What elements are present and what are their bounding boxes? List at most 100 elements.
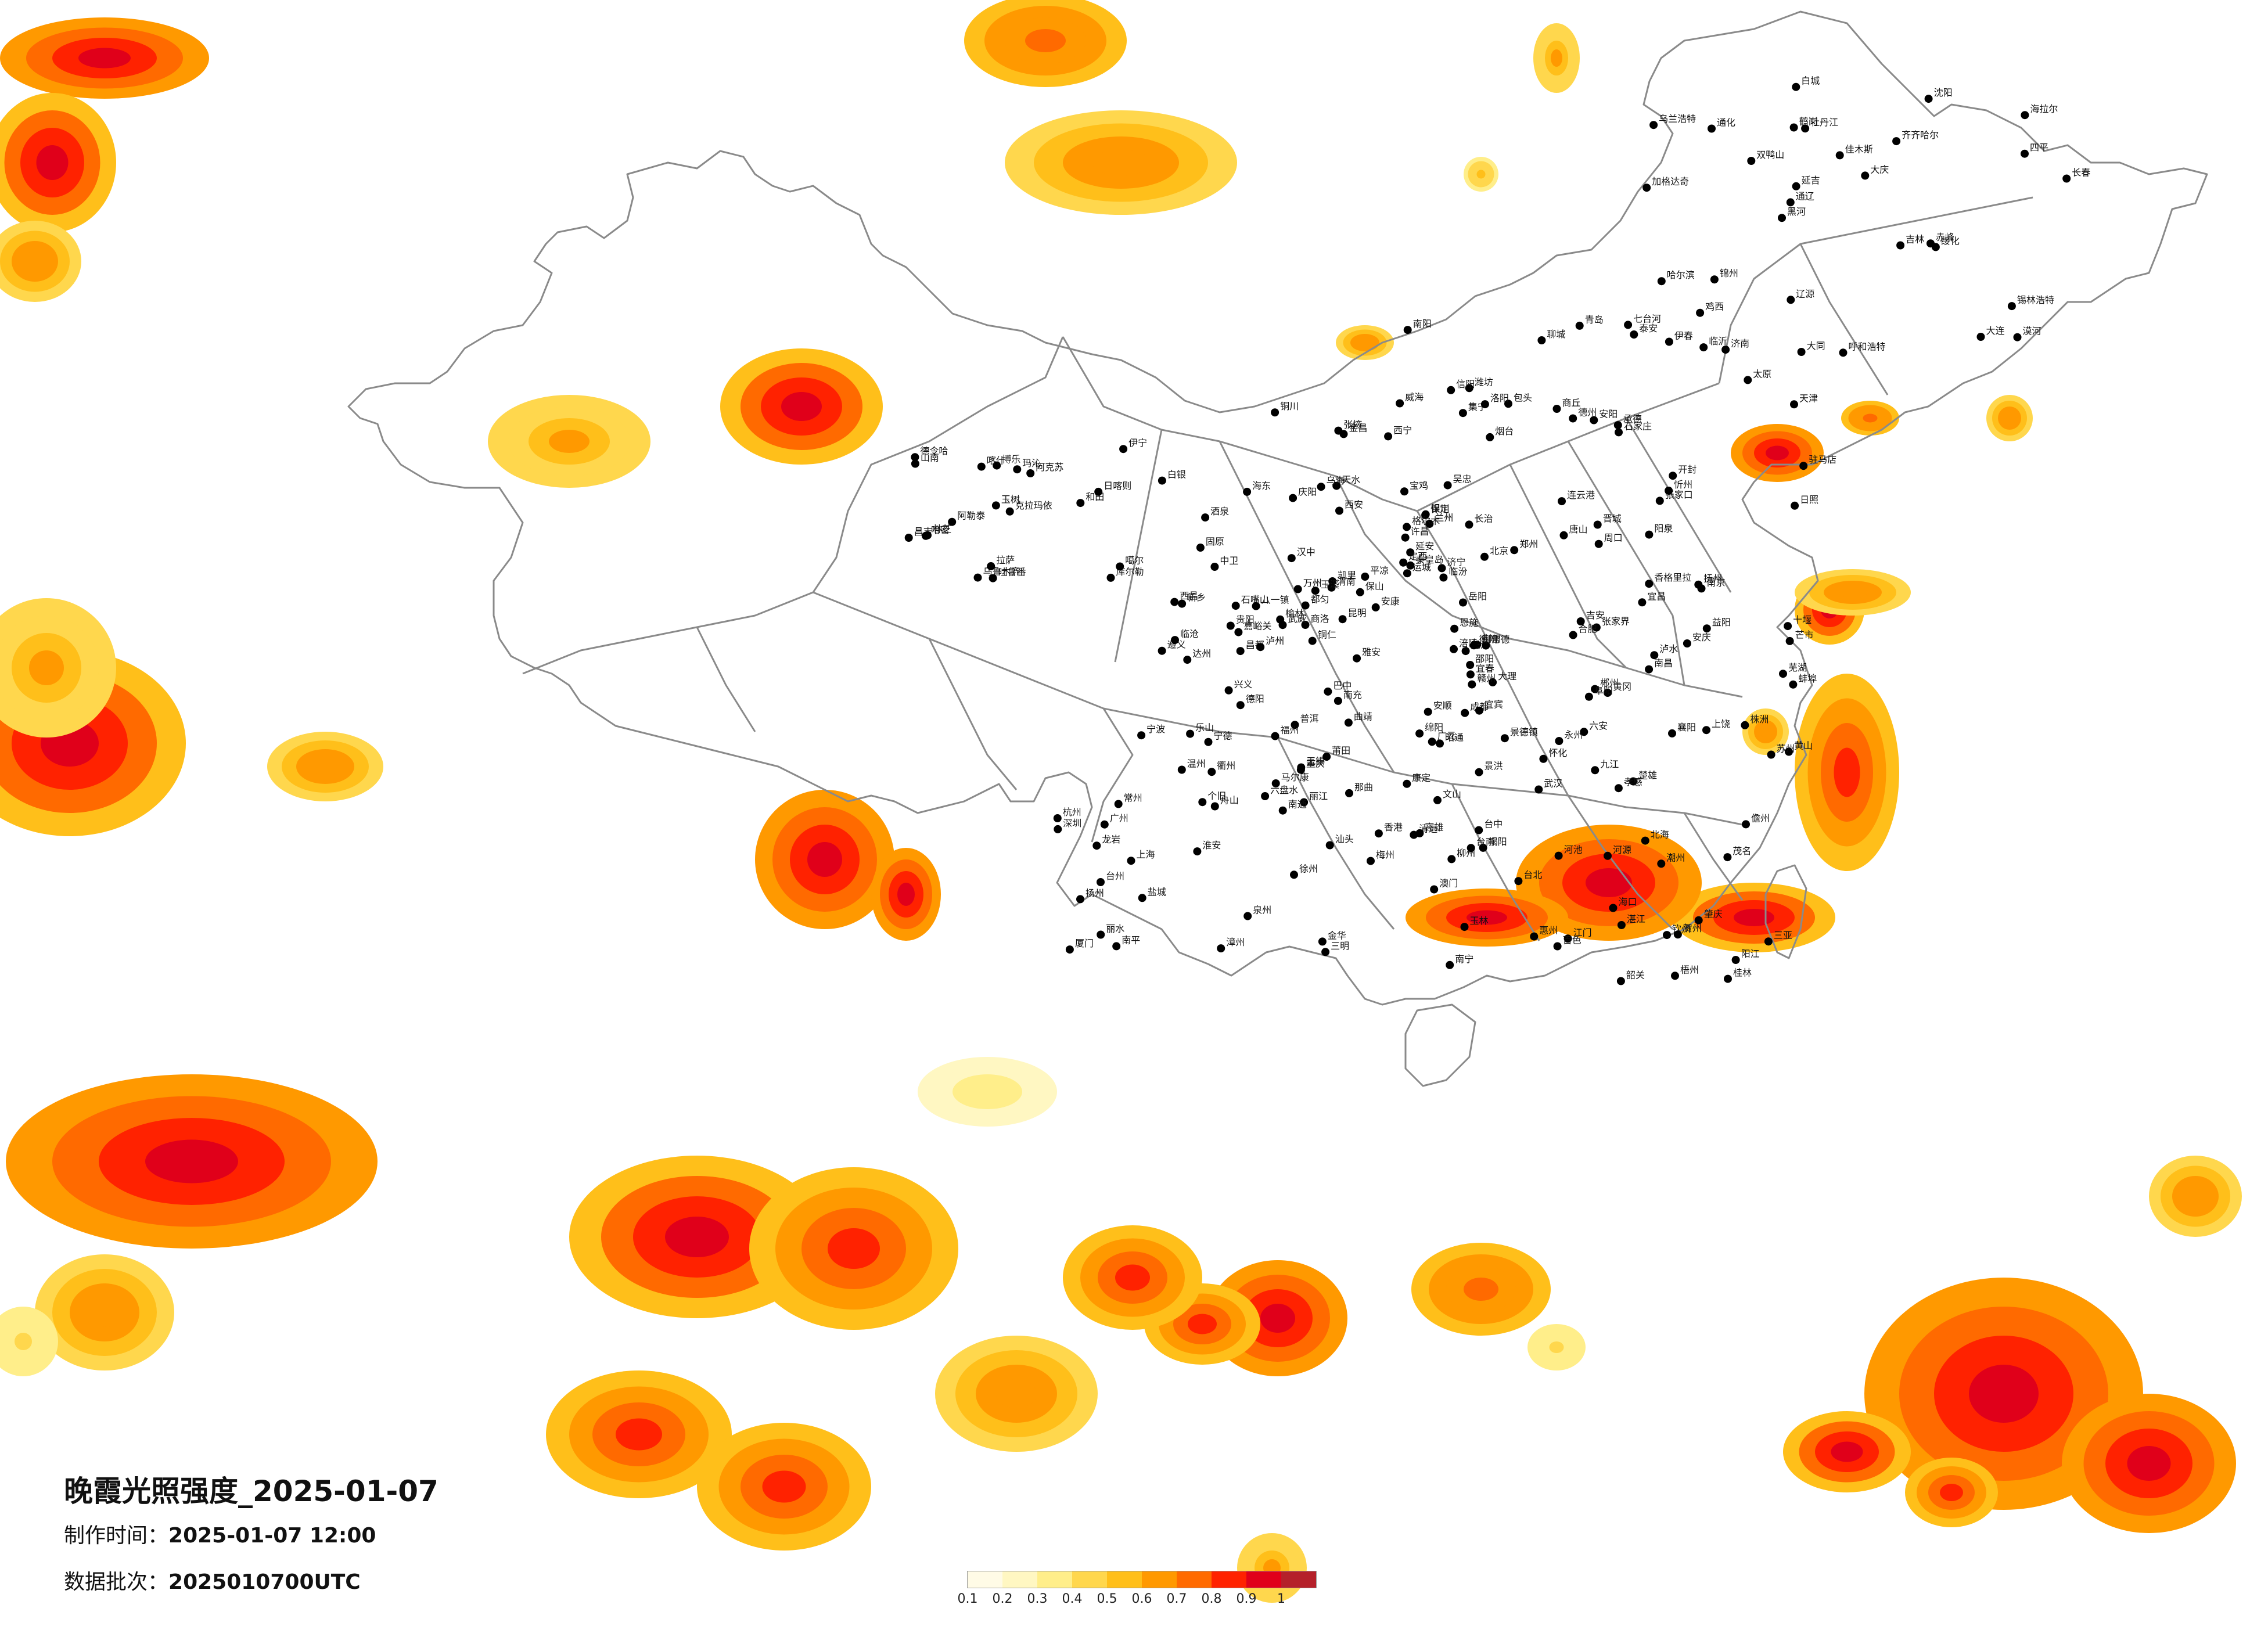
intensity-cell	[29, 650, 64, 685]
intensity-cell	[1188, 1314, 1217, 1334]
city-label: 深圳	[1063, 818, 1081, 829]
city-dot	[1243, 912, 1252, 920]
city-dot	[1338, 615, 1347, 624]
city-dot	[1170, 598, 1179, 606]
city-dot	[1217, 944, 1225, 953]
city-dot	[1926, 239, 1935, 248]
city-label: 漠河	[2023, 326, 2041, 337]
intensity-cell	[1357, 338, 1372, 347]
city-label: 威海	[1405, 392, 1424, 403]
data-batch-value: 2025010700UTC	[168, 1570, 361, 1594]
intensity-cell	[1551, 49, 1562, 67]
city-dot	[1584, 692, 1593, 701]
city-dot	[1861, 171, 1870, 180]
city-dot	[1371, 603, 1380, 611]
city-dot	[1645, 580, 1654, 588]
city-label: 德令哈	[920, 445, 948, 456]
city-dot	[1479, 843, 1487, 852]
intensity-cell	[549, 430, 590, 453]
city-label: 克拉玛依	[1015, 500, 1052, 511]
city-label: 襄阳	[1677, 722, 1696, 733]
city-label: 伊宁	[1128, 437, 1147, 448]
city-label: 广州	[1110, 813, 1128, 824]
city-label: 铜仁	[1318, 629, 1336, 641]
city-dot	[1594, 539, 1603, 548]
city-label: 六盘水	[1270, 785, 1298, 796]
city-label: 常德	[1491, 634, 1509, 645]
city-label: 南阳	[1413, 318, 1432, 329]
city-dot	[1641, 836, 1649, 845]
city-label: 济宁	[1447, 556, 1466, 567]
city-dot	[1784, 622, 1792, 631]
city-label: 石嘴山	[1241, 594, 1269, 605]
city-label: 赤峰	[1936, 232, 1954, 243]
city-dot	[1443, 481, 1452, 490]
city-label: 莆田	[1332, 745, 1350, 756]
city-dot	[2021, 111, 2029, 120]
city-dot	[1465, 384, 1473, 393]
city-label: 锦州	[1720, 268, 1738, 279]
city-dot	[1112, 942, 1121, 951]
city-label: 高雄	[1425, 822, 1443, 833]
city-dot	[1650, 651, 1659, 660]
city-dot	[1563, 934, 1572, 943]
city-label: 安康	[1381, 596, 1400, 607]
city-dot	[1415, 829, 1424, 837]
city-dot	[1779, 670, 1787, 678]
city-dot	[1256, 643, 1265, 652]
city-label: 九江	[1600, 758, 1619, 769]
city-dot	[1100, 820, 1109, 829]
city-label: 吴忠	[1453, 474, 1472, 485]
city-label: 沈阳	[1934, 87, 1953, 98]
legend-tick-label: 0.3	[1027, 1592, 1048, 1606]
city-dot	[1665, 337, 1673, 346]
city-dot	[1127, 857, 1135, 865]
legend-tick-label: 0.4	[1062, 1592, 1083, 1606]
city-label: 连云港	[1567, 490, 1595, 501]
legend-tick-label: 0.7	[1166, 1592, 1187, 1606]
city-dot	[1555, 737, 1563, 745]
city-dot	[2013, 333, 2022, 341]
city-dot	[1789, 680, 1798, 689]
city-dot	[991, 501, 1000, 510]
city-dot	[1683, 639, 1691, 647]
city-label: 茂名	[1733, 846, 1751, 857]
city-label: 河源	[1613, 844, 1631, 855]
city-label: 昆明	[1348, 607, 1367, 618]
city-dot	[1731, 956, 1740, 964]
city-dot	[1465, 520, 1473, 529]
city-dot	[1353, 654, 1361, 663]
city-label: 齐齐哈尔	[1902, 129, 1939, 141]
city-label: 张家界	[1602, 616, 1630, 627]
city-dot	[1742, 820, 1750, 829]
city-dot	[1332, 481, 1341, 490]
city-dot	[1053, 814, 1062, 822]
city-dot	[1293, 585, 1302, 593]
city-dot	[1436, 739, 1444, 748]
city-label: 喀什	[987, 455, 1005, 466]
city-dot	[948, 517, 957, 526]
city-dot	[1575, 321, 1584, 330]
city-dot	[923, 531, 932, 539]
city-dot	[1437, 564, 1446, 573]
city-dot	[989, 574, 997, 582]
city-dot	[1433, 796, 1442, 804]
legend-swatch	[1177, 1571, 1212, 1588]
city-label: 宜春	[1476, 663, 1494, 674]
city-label: 固原	[1206, 536, 1224, 547]
city-label: 台北	[1523, 869, 1542, 880]
city-label: 南宁	[1455, 954, 1473, 965]
city-label: 龙岩	[1102, 834, 1120, 845]
legend-tick-label: 0.2	[992, 1592, 1013, 1606]
city-label: 黑河	[1787, 206, 1806, 217]
city-dot	[1539, 754, 1548, 763]
city-dot	[1428, 738, 1436, 746]
city-label: 衡阳	[1479, 634, 1498, 645]
city-dot	[1673, 930, 1682, 939]
city-label: 德阳	[1246, 693, 1264, 704]
legend-swatch	[1072, 1571, 1107, 1588]
legend-tick-label: 0.5	[1097, 1592, 1117, 1606]
city-label: 佳木斯	[1845, 143, 1873, 154]
city-label: 海拉尔	[2030, 103, 2058, 114]
city-label: 永州	[1564, 729, 1583, 740]
